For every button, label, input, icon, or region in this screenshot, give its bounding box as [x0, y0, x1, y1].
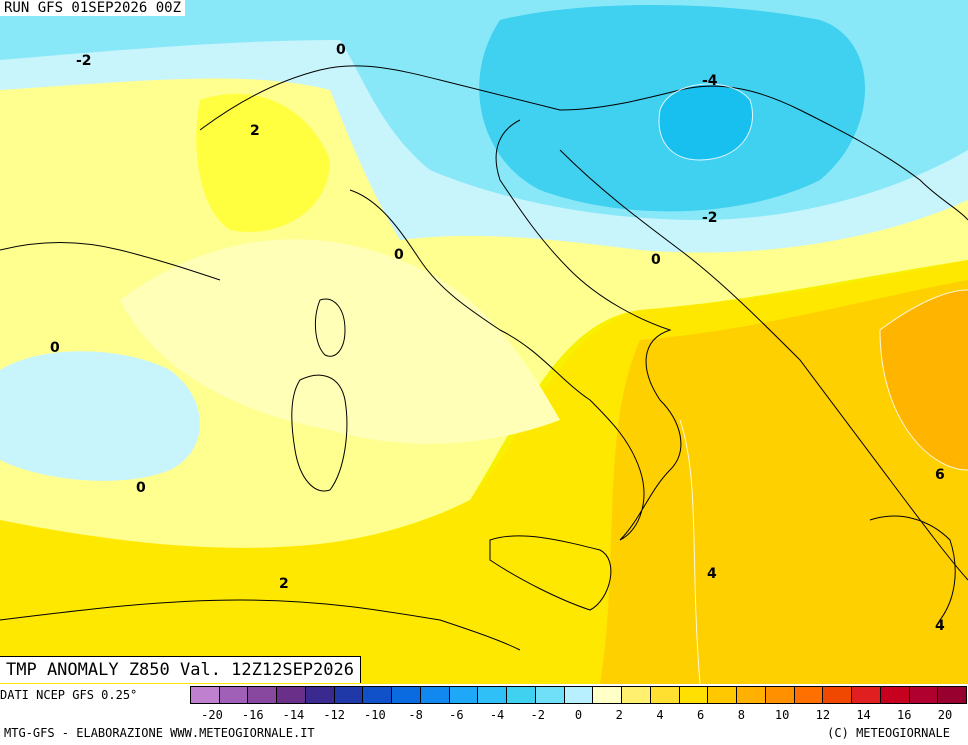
colorbar-tick-label: 0	[574, 708, 583, 722]
colorbar-segment	[448, 686, 479, 704]
source-label: DATI NCEP GFS 0.25°	[0, 688, 138, 702]
contour-label: -4	[702, 73, 718, 89]
colorbar-segment	[506, 686, 536, 704]
colorbar-tick-label: -14	[282, 708, 305, 722]
colorbar-segment	[563, 686, 594, 704]
colorbar-segment	[247, 686, 278, 704]
coast-corsica	[314, 298, 346, 357]
coast-africa	[0, 599, 521, 651]
run-label: RUN GFS 01SEP2026 00Z	[0, 0, 186, 16]
colorbar-segment	[851, 686, 881, 704]
colorbar-segment	[218, 686, 249, 704]
contour-label: 0	[50, 340, 60, 356]
colorbar-segment	[477, 686, 508, 704]
colorbar-segment	[908, 686, 939, 704]
coast-sicily	[489, 535, 612, 611]
zone-neg4-core	[659, 83, 753, 160]
colorbar-segment	[190, 686, 220, 704]
colorbar-segment	[736, 686, 766, 704]
colorbar-tick-label: -4	[489, 708, 505, 722]
colorbar-segment	[707, 686, 738, 704]
colorbar-segment	[276, 686, 306, 704]
colorbar-tick-label: 2	[615, 708, 623, 722]
contour-label: 0	[651, 252, 661, 268]
contour-4	[679, 419, 701, 684]
colorbar-tick-label: -20	[201, 708, 223, 722]
zone-4-6	[600, 280, 968, 684]
coast-sardinia	[291, 374, 348, 492]
colorbar-tick-label: 12	[815, 708, 831, 722]
colorbar-segment	[391, 686, 421, 704]
colorbar	[190, 686, 967, 706]
contour-neg4	[658, 83, 754, 161]
colorbar-tick-label: 10	[774, 708, 790, 722]
colorbar-tick-label: -16	[241, 708, 264, 722]
colorbar-segment	[678, 686, 709, 704]
colorbar-segment	[419, 686, 450, 704]
colorbar-tick-label: 6	[697, 708, 705, 722]
contour-label: 0	[136, 480, 146, 496]
zone-light-yellow	[120, 239, 560, 444]
contour-6	[879, 289, 968, 471]
colorbar-tick-label: -12	[323, 708, 345, 722]
colorbar-tick-label: 14	[856, 708, 871, 722]
colorbar-segment	[333, 686, 364, 704]
contour-label: 2	[279, 576, 289, 592]
colorbar-segment	[764, 686, 795, 704]
colorbar-segment	[822, 686, 853, 704]
colorbar-segment	[534, 686, 565, 704]
field-label: TMP ANOMALY Z850 Val. 12Z12SEP2026	[0, 656, 361, 683]
contour-labels: -2 0 2 -4 -2 0 0 0 0 2 4 6 4	[50, 42, 945, 634]
contour-label: 4	[935, 618, 945, 634]
colorbar-segment	[937, 686, 967, 704]
colorbar-tick-label: 8	[737, 708, 745, 722]
coast-spain	[0, 242, 221, 281]
colorbar-segment	[621, 686, 651, 704]
contour-label: 0	[336, 42, 346, 58]
contour-label: 0	[394, 247, 404, 263]
contour-label: -2	[702, 210, 718, 226]
colorbar-tick-label: -2	[530, 708, 545, 722]
contour-label: 4	[707, 566, 717, 582]
colorbar-segment	[793, 686, 824, 704]
contour-label: -2	[76, 53, 92, 69]
zone-yellow-west	[196, 93, 330, 232]
colorbar-segment	[304, 686, 335, 704]
colorbar-tick-label: -6	[449, 708, 464, 722]
anomaly-map: -2 0 2 -4 -2 0 0 0 0 2 4 6 4	[0, 0, 968, 684]
colorbar-segment	[879, 686, 910, 704]
contour-label: 2	[250, 123, 260, 139]
coast-italy	[349, 119, 682, 541]
colorbar-segment	[592, 686, 623, 704]
coast-alps	[199, 65, 968, 221]
coast-balkans	[559, 149, 968, 581]
zone-6-plus	[880, 290, 968, 470]
colorbar-segment	[649, 686, 680, 704]
colorbar-tick-label: -8	[408, 708, 423, 722]
colorbar-tick-label: -10	[364, 708, 386, 722]
colorbar-tick-label: 4	[656, 708, 664, 722]
colorbar-tick-label: 20	[937, 708, 953, 722]
coast-greece	[869, 515, 956, 621]
footer-credit: MTG-GFS - ELABORAZIONE WWW.METEOGIORNALE…	[4, 726, 315, 740]
contour-label: 6	[935, 467, 945, 483]
footer-copyright: (C) METEOGIORNALE	[827, 726, 950, 740]
colorbar-tick-label: 16	[897, 708, 912, 722]
zone-cool-west	[0, 351, 200, 481]
colorbar-segment	[362, 686, 393, 704]
